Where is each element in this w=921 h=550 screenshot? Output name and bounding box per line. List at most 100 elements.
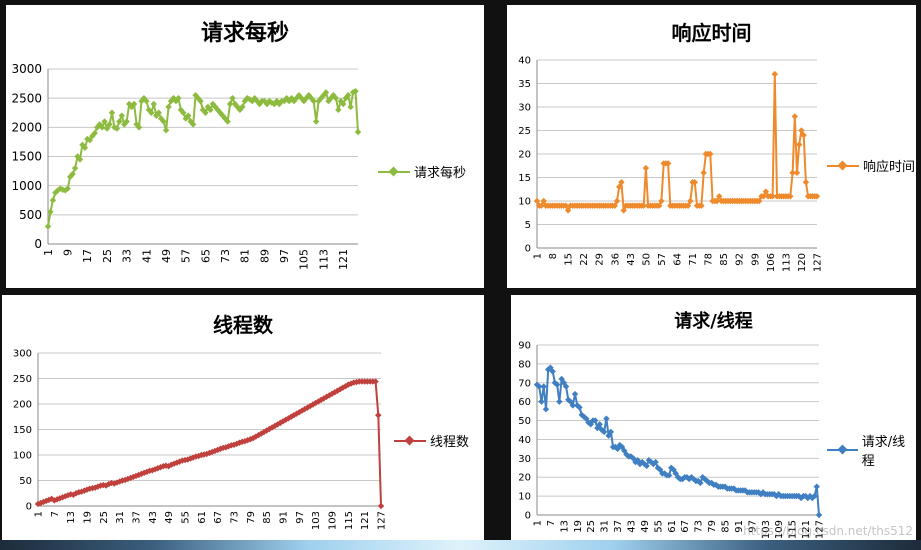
data-point [111, 480, 118, 487]
chart-plot-thread-count: 0 50 100 150 200 250 300 1 7 13 19 25 31 37 43 49 55 61 67… [13, 349, 388, 531]
data-point [214, 106, 221, 114]
data-point [813, 193, 821, 200]
data-point [138, 97, 145, 105]
x-tick-label: 78 [704, 253, 715, 266]
x-tick-label: 106 [766, 253, 777, 272]
x-tick-label: 61 [667, 520, 678, 533]
data-point [760, 193, 767, 200]
data-point [76, 156, 84, 163]
y-tick-label: 20 [518, 473, 531, 484]
x-tick-label: 1 [34, 511, 45, 517]
data-point [162, 127, 170, 134]
y-tick-label: 0 [26, 502, 32, 513]
data-point [185, 112, 192, 119]
data-point [81, 144, 89, 151]
y-tick-label: 40 [518, 435, 531, 446]
x-tick-label: 25 [586, 520, 597, 533]
data-point [332, 94, 340, 102]
data-point [236, 106, 244, 114]
data-point [247, 435, 254, 443]
data-point [177, 106, 185, 114]
data-point [809, 494, 816, 502]
x-tick-label: 37 [132, 511, 143, 524]
data-point [69, 170, 76, 178]
y-tick-label: 50 [19, 476, 32, 487]
x-tick-label: 115 [788, 520, 799, 539]
x-tick-label: 19 [83, 511, 94, 524]
data-point [146, 467, 153, 475]
x-tick-label: 73 [694, 520, 705, 533]
x-tick-label: 105 [298, 249, 311, 270]
data-point [304, 404, 311, 411]
y-tick-label: 2500 [11, 91, 42, 105]
data-point [762, 188, 770, 195]
legend-label: 线程数 [430, 435, 470, 450]
y-tick-label: 50 [518, 416, 531, 427]
y-tick-label: 70 [518, 378, 531, 389]
data-point [811, 492, 818, 500]
y-tick-label: 60 [518, 397, 531, 408]
data-point [119, 477, 126, 484]
data-point [148, 109, 155, 116]
data-point [340, 100, 347, 108]
x-tick-label: 15 [564, 253, 575, 266]
data-point [798, 127, 805, 134]
data-point [84, 135, 91, 143]
x-tick-label: 50 [641, 253, 652, 266]
x-tick-label: 127 [815, 520, 826, 539]
y-tick-label: 2000 [11, 121, 42, 135]
x-tick-label: 85 [719, 253, 730, 266]
data-point [94, 483, 102, 490]
data-point [315, 97, 322, 105]
data-point [130, 473, 137, 481]
data-point [83, 486, 91, 493]
data-point [49, 197, 57, 204]
data-point [266, 425, 273, 433]
y-tick-label: 30 [518, 454, 531, 465]
data-point [143, 97, 150, 105]
data-point [160, 118, 167, 125]
data-point [116, 118, 123, 125]
data-point [130, 100, 138, 108]
data-point [45, 496, 53, 504]
x-tick-label: 97 [295, 511, 306, 524]
data-point [118, 112, 126, 119]
data-point [202, 109, 209, 116]
data-point [71, 164, 79, 172]
x-tick-label: 8 [548, 253, 559, 259]
y-tick-label: 1000 [11, 179, 42, 193]
chart-plot-requests-per-second: 0 500 1000 1500 2000 2500 3000 1 9 17 25 33 41 49 57 65… [11, 62, 362, 270]
y-tick-label: 3000 [11, 62, 42, 76]
x-tick-label: 120 [797, 253, 808, 272]
x-tick-label: 7 [546, 520, 557, 526]
y-tick-label: 15 [518, 173, 531, 184]
chart-panel-requests-per-second: 请求每秒 0 500 1000 1500 2000 2500 3000 1 9 17 25 33 41 4… [6, 5, 484, 288]
legend-marker-icon [827, 444, 858, 456]
data-point [804, 494, 812, 502]
data-point [352, 87, 359, 95]
data-point [197, 97, 204, 105]
x-tick-label: 61 [197, 511, 208, 524]
data-point [538, 398, 545, 405]
data-point [556, 398, 563, 405]
x-tick-label: 67 [680, 520, 691, 533]
chart-title: 请求每秒 [200, 21, 289, 46]
data-point [72, 490, 80, 497]
data-point [353, 378, 360, 386]
data-point [700, 169, 707, 176]
x-tick-label: 113 [317, 249, 330, 270]
data-point [157, 464, 164, 471]
y-tick-label: 250 [13, 374, 32, 385]
x-tick-label: 121 [801, 520, 812, 539]
data-point [47, 208, 54, 216]
x-tick-label: 121 [360, 511, 371, 530]
x-tick-label: 91 [279, 511, 290, 524]
x-tick-label: 31 [115, 511, 126, 524]
data-point [229, 94, 236, 102]
data-point [121, 476, 129, 484]
data-point [106, 121, 113, 128]
data-point [806, 492, 814, 500]
data-point [354, 128, 362, 136]
data-point [200, 451, 208, 458]
data-point [618, 179, 625, 186]
